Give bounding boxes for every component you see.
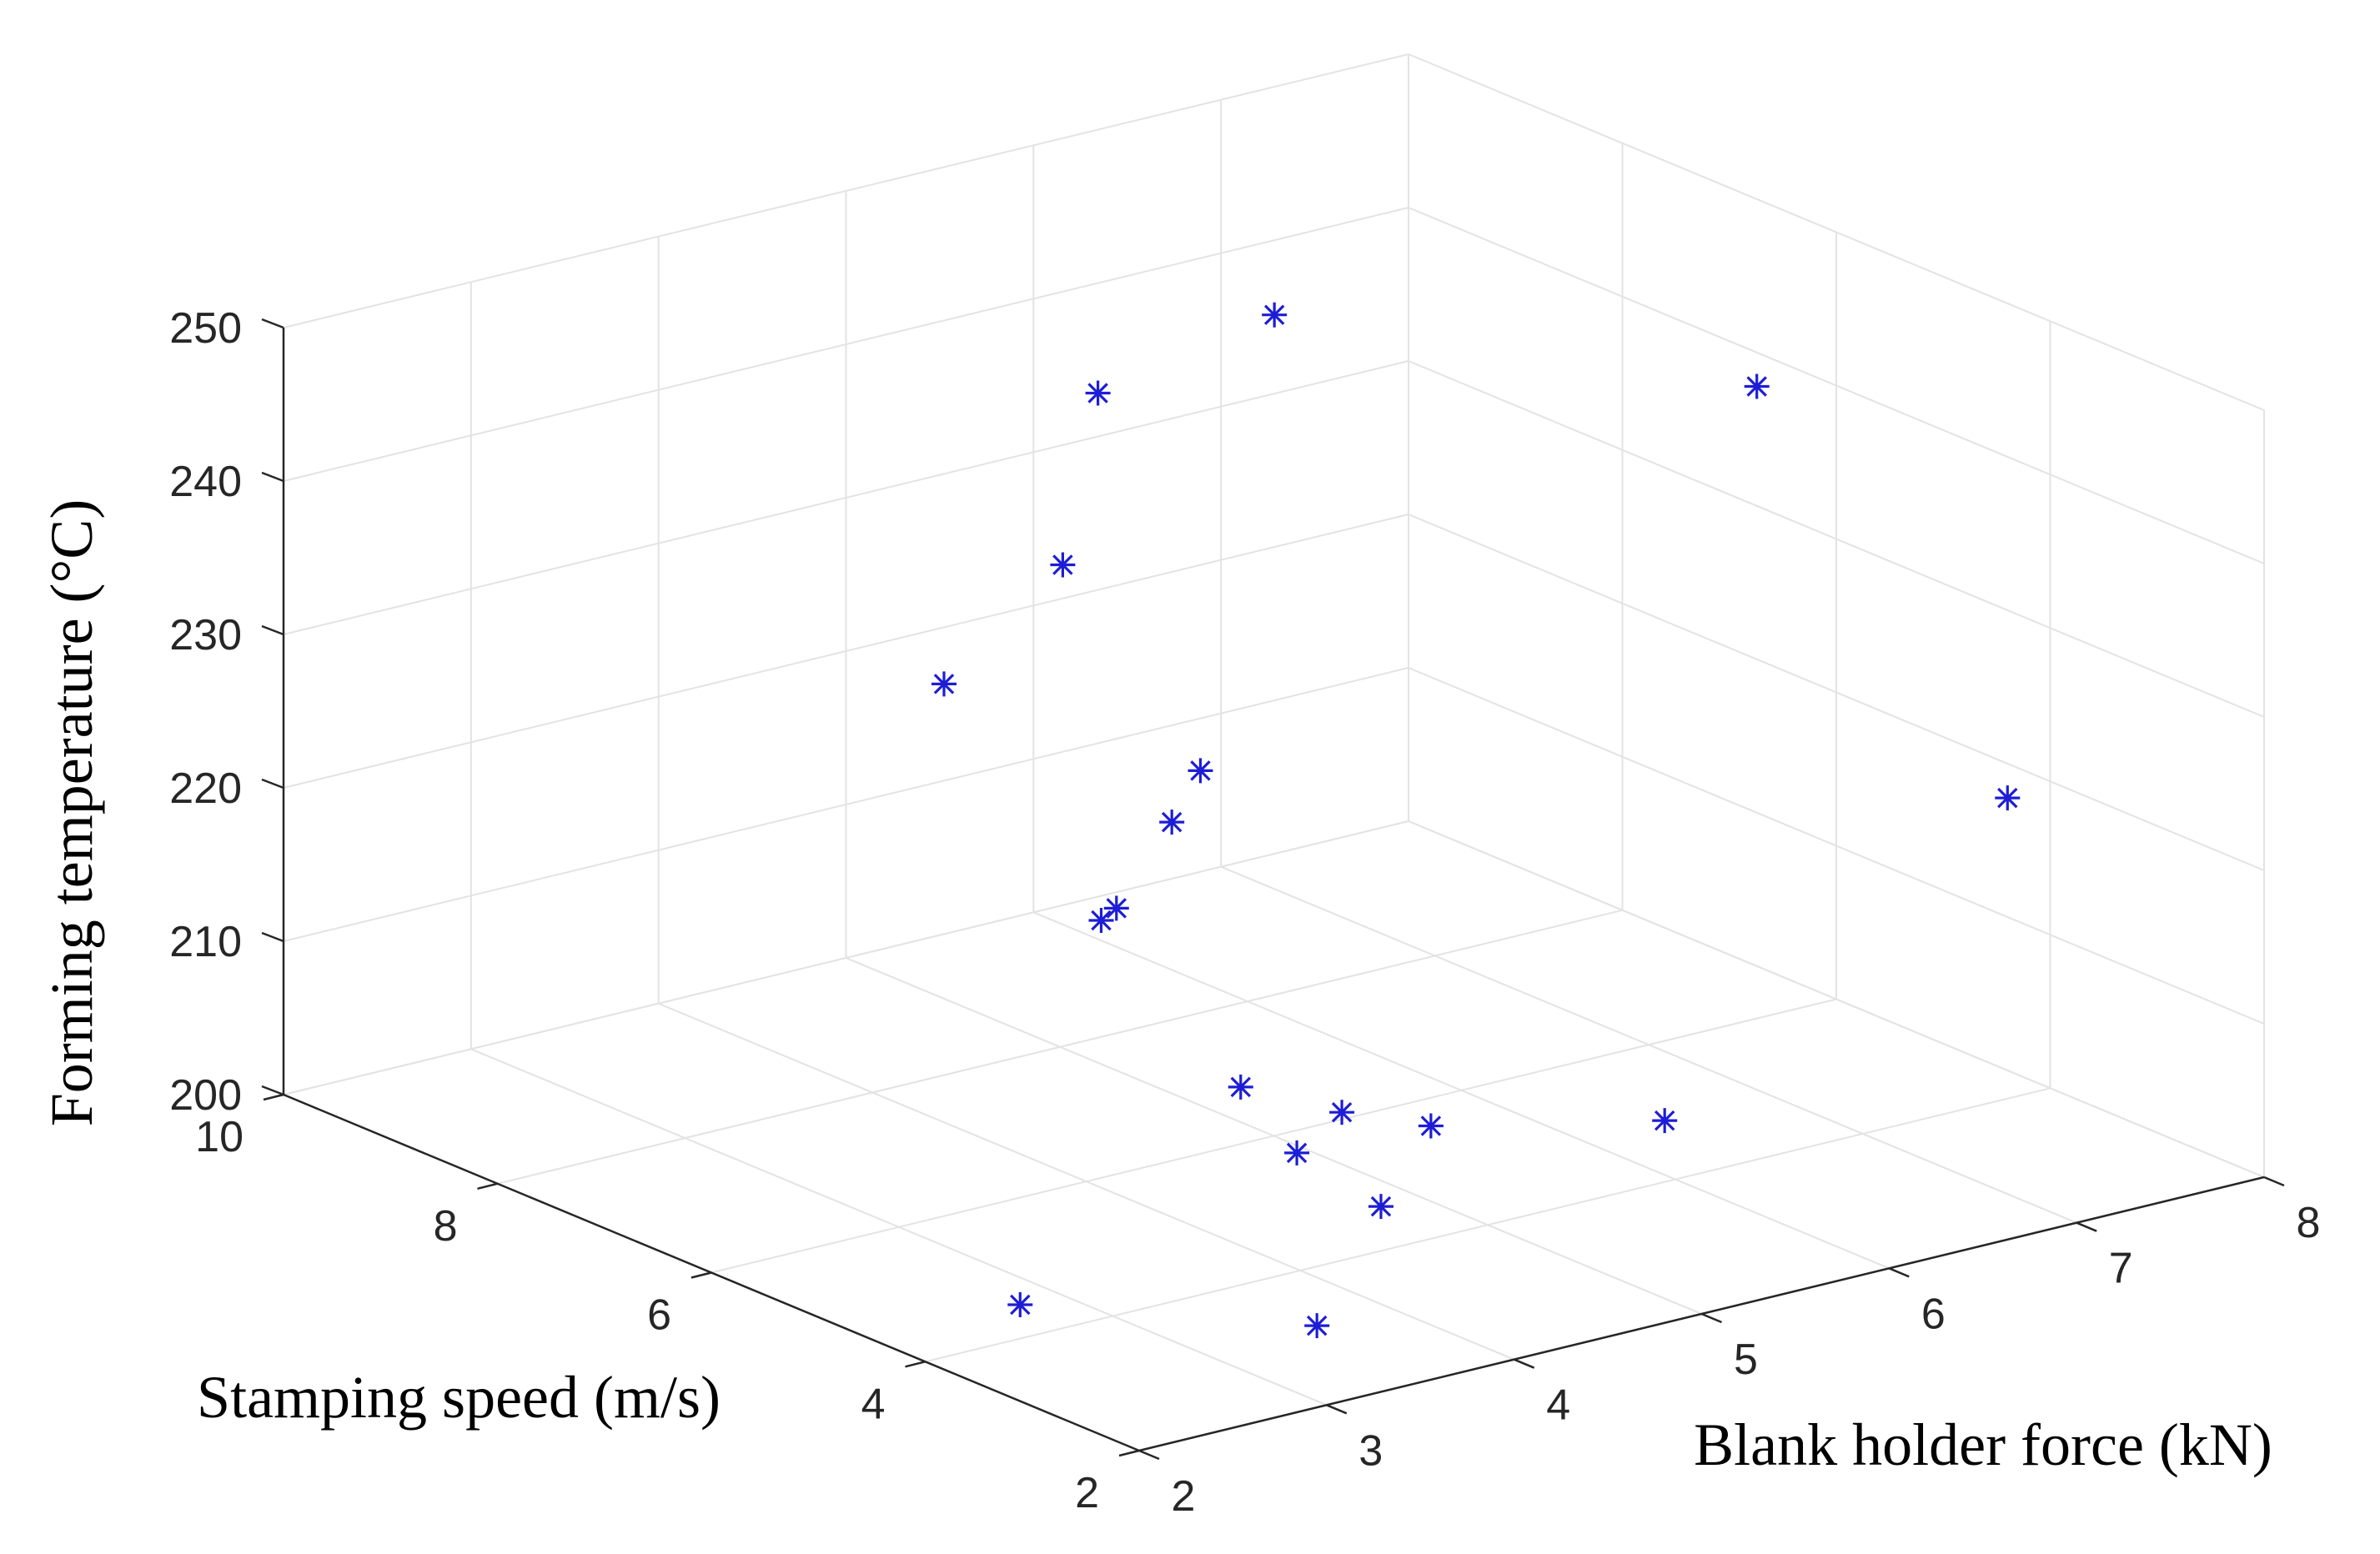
- data-point: [1744, 373, 1770, 399]
- z-tick-mark: [261, 1085, 284, 1096]
- data-point: [1652, 1108, 1678, 1134]
- z-tick-label: 250: [169, 304, 242, 353]
- x-tick-label: 3: [1358, 1426, 1383, 1475]
- z-tick-mark: [261, 931, 284, 943]
- data-point: [931, 671, 957, 697]
- x-tick-mark: [1888, 1267, 1910, 1278]
- x-tick-label: 2: [1172, 1472, 1196, 1521]
- data-point: [1329, 1100, 1355, 1125]
- back-wall-grid-line: [283, 820, 1409, 1095]
- x-tick-mark: [1138, 1449, 1160, 1461]
- y-tick-label: 2: [1075, 1469, 1099, 1517]
- y-tick-mark: [1118, 1449, 1140, 1457]
- back-wall-grid-line: [283, 360, 1409, 635]
- data-point: [1995, 785, 2021, 811]
- data-point: [1159, 810, 1185, 835]
- x-tick-mark: [2076, 1221, 2097, 1232]
- back-wall-grid-line: [283, 667, 1409, 942]
- x-tick-label: 8: [2297, 1199, 2321, 1247]
- side-wall-grid-line: [1408, 667, 2265, 1025]
- y-tick-mark: [477, 1182, 498, 1191]
- back-wall-grid-line: [283, 207, 1409, 482]
- z-axis-label: Forming temperature (°C): [38, 499, 105, 1127]
- y-tick-label: 8: [434, 1202, 458, 1251]
- side-wall-grid-line: [1408, 514, 2265, 871]
- data-point: [1103, 895, 1129, 921]
- data-point: [1262, 302, 1288, 328]
- data-points: [931, 302, 2021, 1339]
- x-tick-mark: [2263, 1176, 2285, 1187]
- x-tick-label: 6: [1921, 1290, 1946, 1338]
- y-tick-label: 6: [647, 1291, 671, 1340]
- y-tick-mark: [905, 1361, 926, 1368]
- data-point: [1418, 1113, 1444, 1139]
- data-point: [1228, 1074, 1253, 1100]
- z-tick-label: 210: [169, 918, 242, 966]
- y-tick-label: 10: [195, 1113, 244, 1161]
- data-point: [1284, 1140, 1310, 1166]
- side-wall-grid-line: [1408, 360, 2265, 718]
- z-tick-mark: [261, 471, 284, 483]
- z-tick-label: 200: [169, 1071, 242, 1120]
- grid-lines: [283, 53, 2265, 1451]
- data-point: [1050, 552, 1076, 578]
- y-axis-label: Stamping speed (m/s): [197, 1364, 721, 1431]
- x-tick-mark: [1701, 1312, 1722, 1324]
- x-tick-mark: [1326, 1404, 1348, 1415]
- data-point: [1368, 1194, 1393, 1220]
- data-point: [1187, 758, 1213, 784]
- data-point: [1085, 380, 1111, 406]
- y-tick-mark: [263, 1093, 284, 1101]
- x-tick-mark: [1514, 1358, 1535, 1369]
- data-point: [1304, 1313, 1330, 1339]
- side-wall-grid-line: [1408, 53, 2265, 411]
- y-tick-label: 4: [861, 1380, 886, 1428]
- z-tick-mark: [261, 778, 284, 790]
- data-point: [1007, 1292, 1033, 1317]
- x-tick-label: 7: [2109, 1245, 2133, 1293]
- side-wall-grid-line: [1408, 820, 2265, 1178]
- data-point: [1088, 908, 1114, 933]
- z-tick-label: 230: [169, 611, 242, 659]
- side-wall-grid-line: [1408, 207, 2265, 564]
- y-tick-mark: [690, 1271, 712, 1279]
- back-wall-grid-line: [283, 53, 1409, 328]
- x-axis-label: Blank holder force (kN): [1694, 1411, 2272, 1478]
- x-tick-label: 5: [1734, 1336, 1758, 1384]
- z-tick-label: 240: [169, 458, 242, 506]
- back-wall-grid-line: [283, 514, 1409, 789]
- z-tick-label: 220: [169, 764, 242, 813]
- floor-grid-line: [925, 1087, 2051, 1363]
- x-tick-label: 4: [1546, 1381, 1570, 1430]
- floor-grid-line: [497, 909, 1623, 1185]
- z-tick-mark: [261, 318, 284, 329]
- floor-grid-line: [710, 998, 1837, 1274]
- axes: [261, 318, 2285, 1461]
- z-tick-mark: [261, 624, 284, 636]
